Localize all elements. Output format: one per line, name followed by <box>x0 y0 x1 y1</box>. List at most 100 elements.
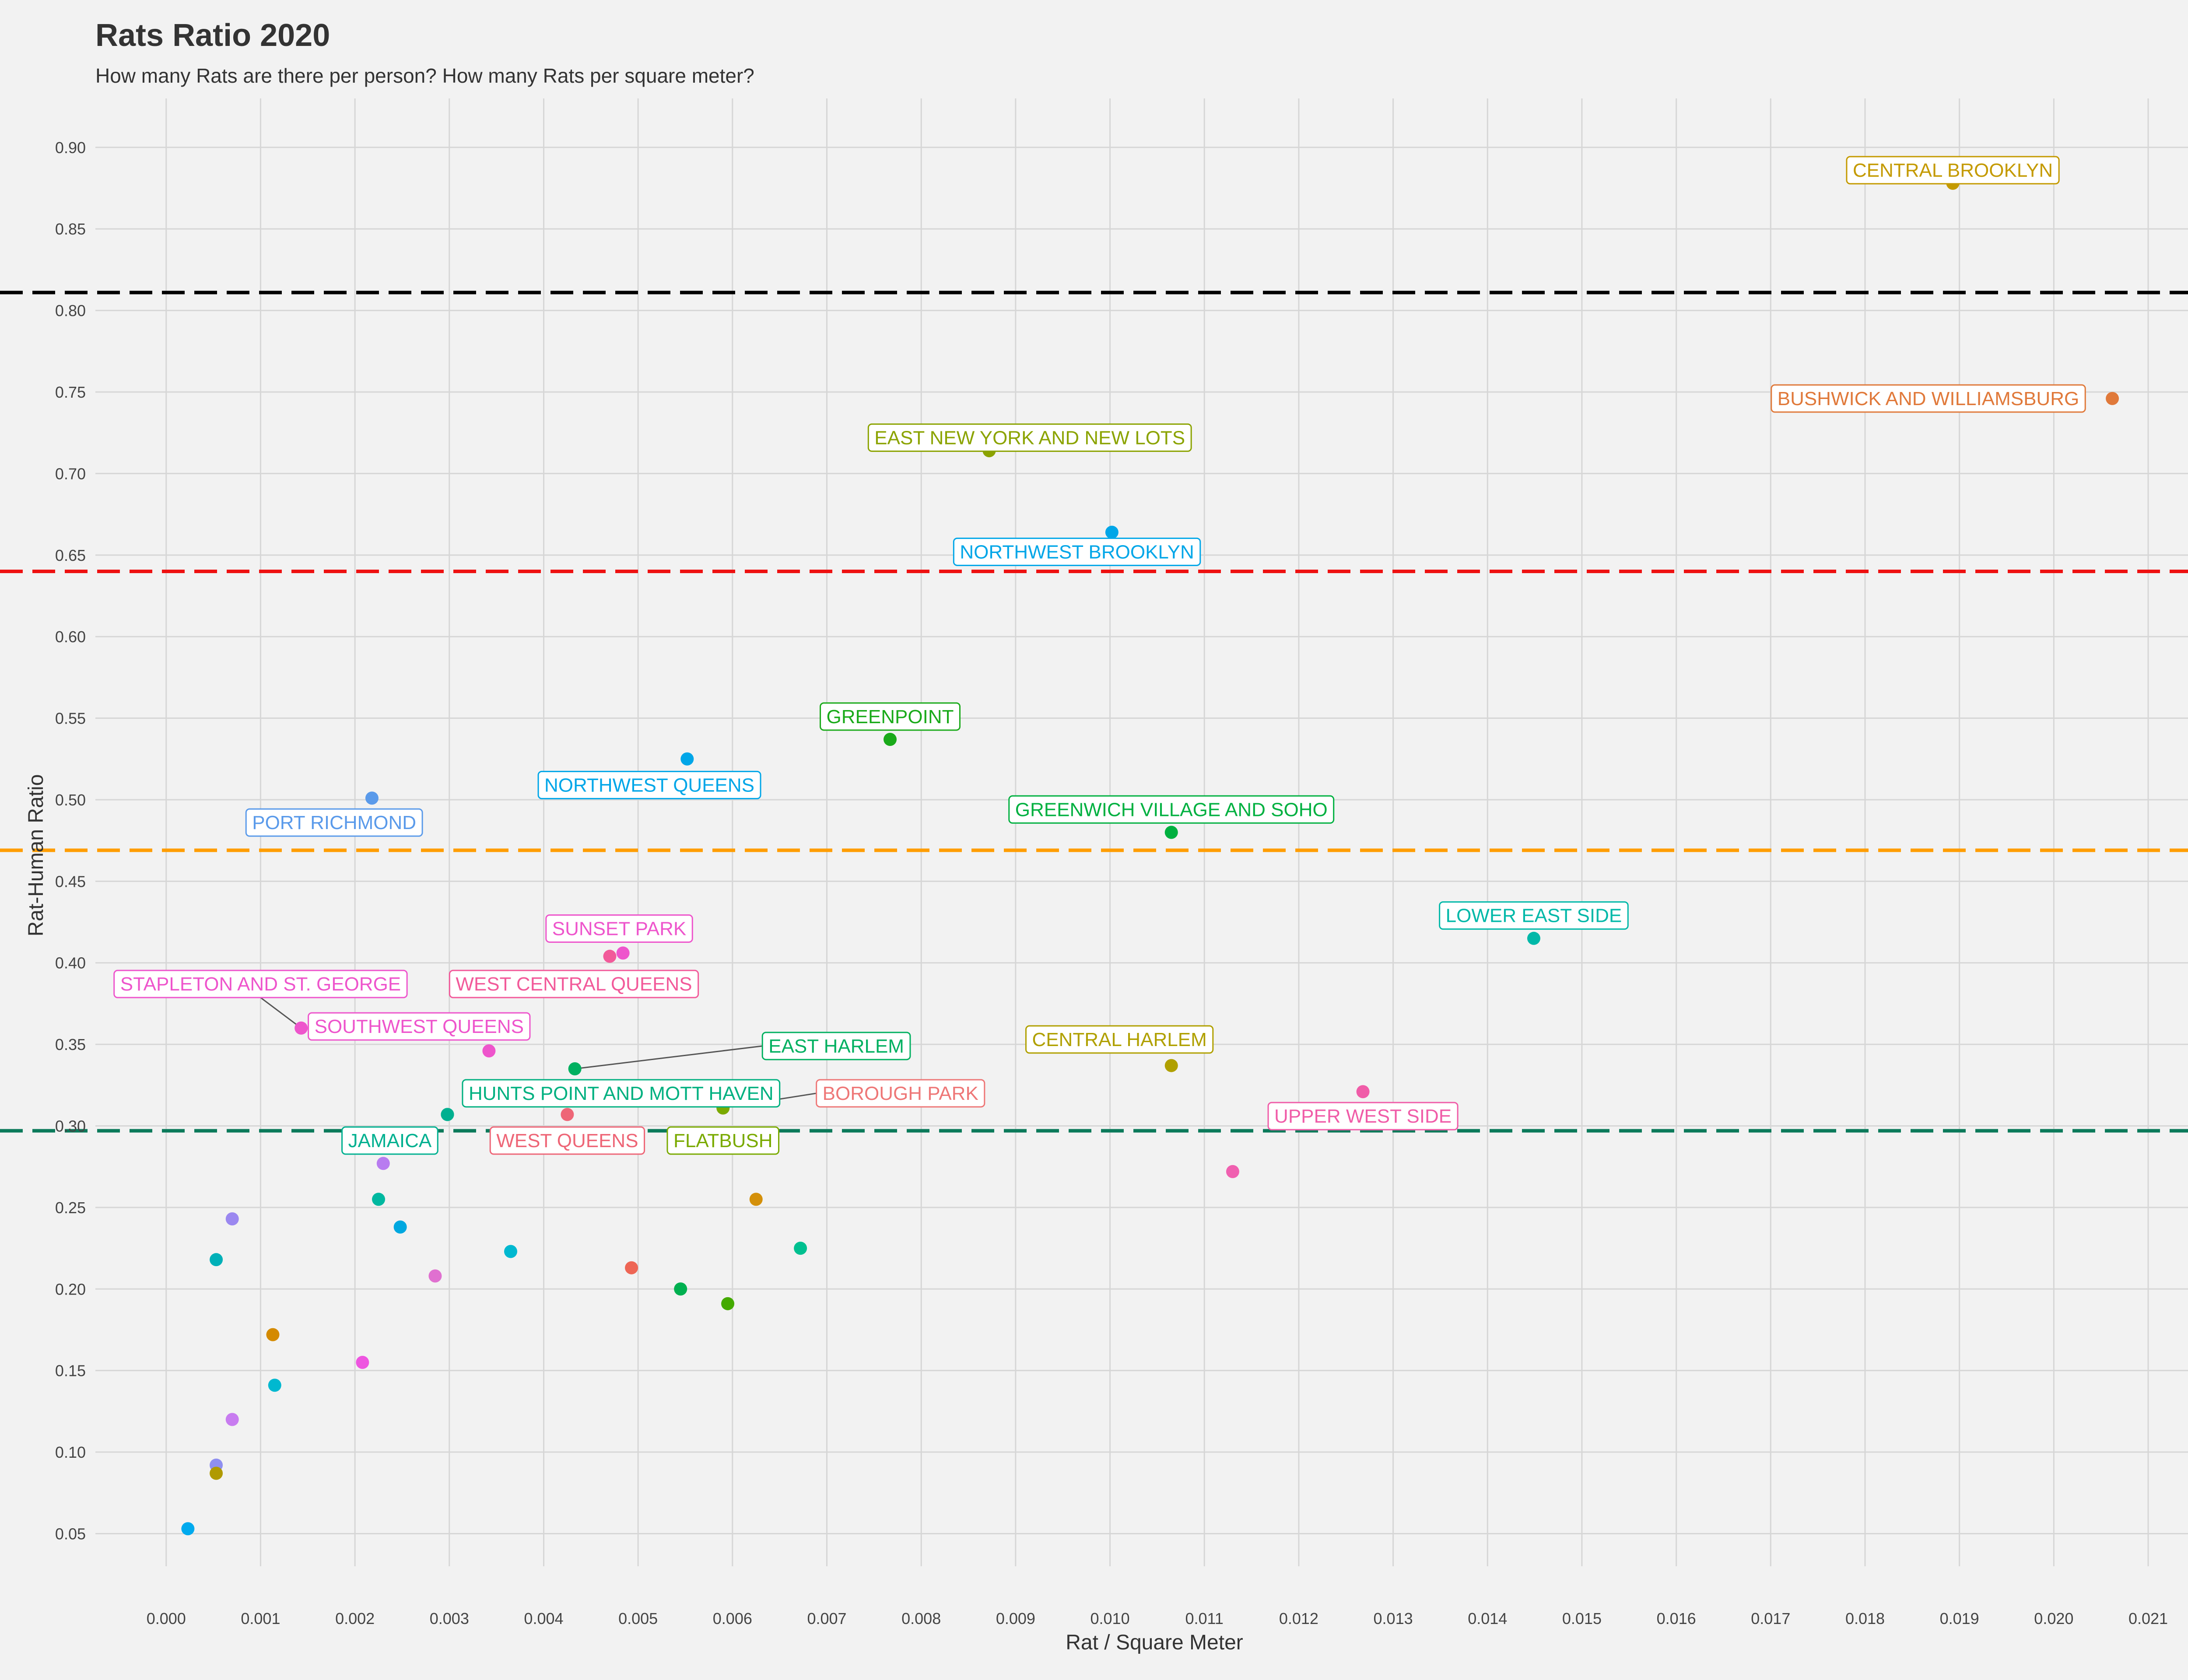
data-point <box>625 1261 638 1274</box>
data-point <box>674 1282 687 1296</box>
y-tick-label: 0.05 <box>55 1525 86 1543</box>
y-axis-ticks: 0.05 0.10 0.15 0.20 0.25 0.30 0.35 0.40 0.45 0.50… <box>55 139 86 1543</box>
y-tick-label: 0.75 <box>55 383 86 401</box>
data-point <box>210 1466 223 1480</box>
point-label: HUNTS POINT AND MOTT HAVEN <box>462 1079 781 1108</box>
point-label: SOUTHWEST QUEENS <box>308 1012 531 1041</box>
y-tick-label: 0.70 <box>55 465 86 483</box>
reference-lines <box>0 290 2188 1133</box>
data-point <box>884 733 897 746</box>
x-tick-label: 0.004 <box>524 1610 563 1628</box>
data-point <box>393 1220 407 1234</box>
point-label-box <box>245 808 423 837</box>
data-point <box>356 1356 369 1369</box>
data-point <box>376 1157 390 1170</box>
y-tick-label: 0.80 <box>55 302 86 320</box>
data-point <box>225 1212 239 1225</box>
point-label-box <box>666 1126 780 1155</box>
point-label-box <box>816 1079 985 1108</box>
x-tick-label: 0.008 <box>901 1610 941 1628</box>
point-label: STAPLETON AND ST. GEORGE <box>113 970 408 998</box>
y-tick-label: 0.50 <box>55 791 86 809</box>
point-label-box <box>1267 1102 1459 1130</box>
y-tick-label: 0.45 <box>55 872 86 890</box>
point-label-text: JAMAICA <box>348 1130 432 1152</box>
data-point <box>749 1193 763 1206</box>
point-label-box <box>489 1126 645 1155</box>
point-label-box <box>545 914 693 943</box>
y-tick-label: 0.85 <box>55 220 86 238</box>
point-label-box <box>537 770 761 799</box>
x-tick-label: 0.003 <box>430 1610 469 1628</box>
point-label-box <box>1025 1025 1214 1054</box>
point-label-text: FLATBUSH <box>673 1130 773 1152</box>
data-point <box>561 1108 574 1121</box>
x-tick-label: 0.020 <box>2034 1610 2073 1628</box>
point-label: EAST NEW YORK AND NEW LOTS <box>867 423 1192 452</box>
point-label-text: PORT RICHMOND <box>252 812 416 833</box>
y-tick-label: 0.15 <box>55 1362 86 1380</box>
point-label-box <box>867 423 1192 452</box>
x-tick-label: 0.001 <box>241 1610 280 1628</box>
data-point <box>2106 392 2119 405</box>
x-tick-label: 0.009 <box>996 1610 1035 1628</box>
y-tick-label: 0.10 <box>55 1443 86 1461</box>
data-point <box>721 1297 735 1310</box>
point-label-text: EAST NEW YORK AND NEW LOTS <box>874 427 1185 448</box>
data-point <box>794 1242 807 1255</box>
point-label: UPPER WEST SIDE <box>1267 1102 1459 1130</box>
x-axis-title: Rat / Square Meter <box>1066 1631 1243 1654</box>
chart-subtitle: How many Rats are there per person? How … <box>95 64 754 87</box>
data-point <box>616 946 630 960</box>
point-label-text: HUNTS POINT AND MOTT HAVEN <box>469 1083 774 1104</box>
point-label: BUSHWICK AND WILLIAMSBURG <box>1771 384 2086 413</box>
point-label: PORT RICHMOND <box>245 808 423 837</box>
point-label: WEST QUEENS <box>489 1126 645 1155</box>
point-label-text: BOROUGH PARK <box>823 1083 978 1104</box>
point-label: JAMAICA <box>341 1126 438 1155</box>
point-label: NORTHWEST QUEENS <box>537 770 761 799</box>
data-point <box>372 1193 386 1206</box>
data-point <box>568 1062 582 1076</box>
x-tick-label: 0.011 <box>1185 1610 1224 1628</box>
point-label-box <box>1008 795 1335 824</box>
x-tick-label: 0.010 <box>1090 1610 1130 1628</box>
point-label: SUNSET PARK <box>545 914 693 943</box>
x-tick-label: 0.013 <box>1374 1610 1413 1628</box>
data-point <box>1226 1165 1239 1178</box>
point-label: NORTHWEST BROOKLYN <box>953 537 1201 566</box>
x-tick-label: 0.005 <box>618 1610 658 1628</box>
y-tick-label: 0.30 <box>55 1117 86 1135</box>
x-tick-label: 0.000 <box>147 1610 186 1628</box>
data-point <box>295 1021 308 1035</box>
point-label-text: NORTHWEST QUEENS <box>544 774 754 796</box>
point-label-box <box>113 970 408 998</box>
data-point <box>441 1108 454 1121</box>
data-point <box>225 1413 239 1426</box>
data-point <box>365 791 379 805</box>
point-label: CENTRAL HARLEM <box>1025 1025 1214 1054</box>
data-point <box>1164 826 1178 839</box>
x-tick-label: 0.007 <box>807 1610 846 1628</box>
x-tick-label: 0.002 <box>335 1610 375 1628</box>
data-point <box>268 1379 281 1392</box>
point-label-text: GREENWICH VILLAGE AND SOHO <box>1015 799 1328 820</box>
x-tick-label: 0.018 <box>1845 1610 1885 1628</box>
y-tick-label: 0.90 <box>55 139 86 157</box>
point-label-text: UPPER WEST SIDE <box>1274 1106 1452 1127</box>
x-tick-label: 0.016 <box>1657 1610 1696 1628</box>
x-tick-label: 0.017 <box>1751 1610 1790 1628</box>
data-points <box>181 176 2119 1536</box>
point-label-text: GREENPOINT <box>827 706 954 728</box>
point-label-text: EAST HARLEM <box>768 1036 904 1057</box>
point-label-text: CENTRAL BROOKLYN <box>1853 160 2053 181</box>
y-tick-label: 0.25 <box>55 1199 86 1217</box>
x-tick-label: 0.006 <box>713 1610 752 1628</box>
data-point <box>504 1245 517 1258</box>
point-label: GREENWICH VILLAGE AND SOHO <box>1008 795 1335 824</box>
data-point <box>1356 1085 1370 1099</box>
point-label-text: NORTHWEST BROOKLYN <box>960 541 1194 563</box>
point-labels: CENTRAL BROOKLYN BUSHWICK AND WILLIAMSBUR… <box>113 156 2086 1155</box>
point-label-text: WEST QUEENS <box>496 1130 638 1152</box>
